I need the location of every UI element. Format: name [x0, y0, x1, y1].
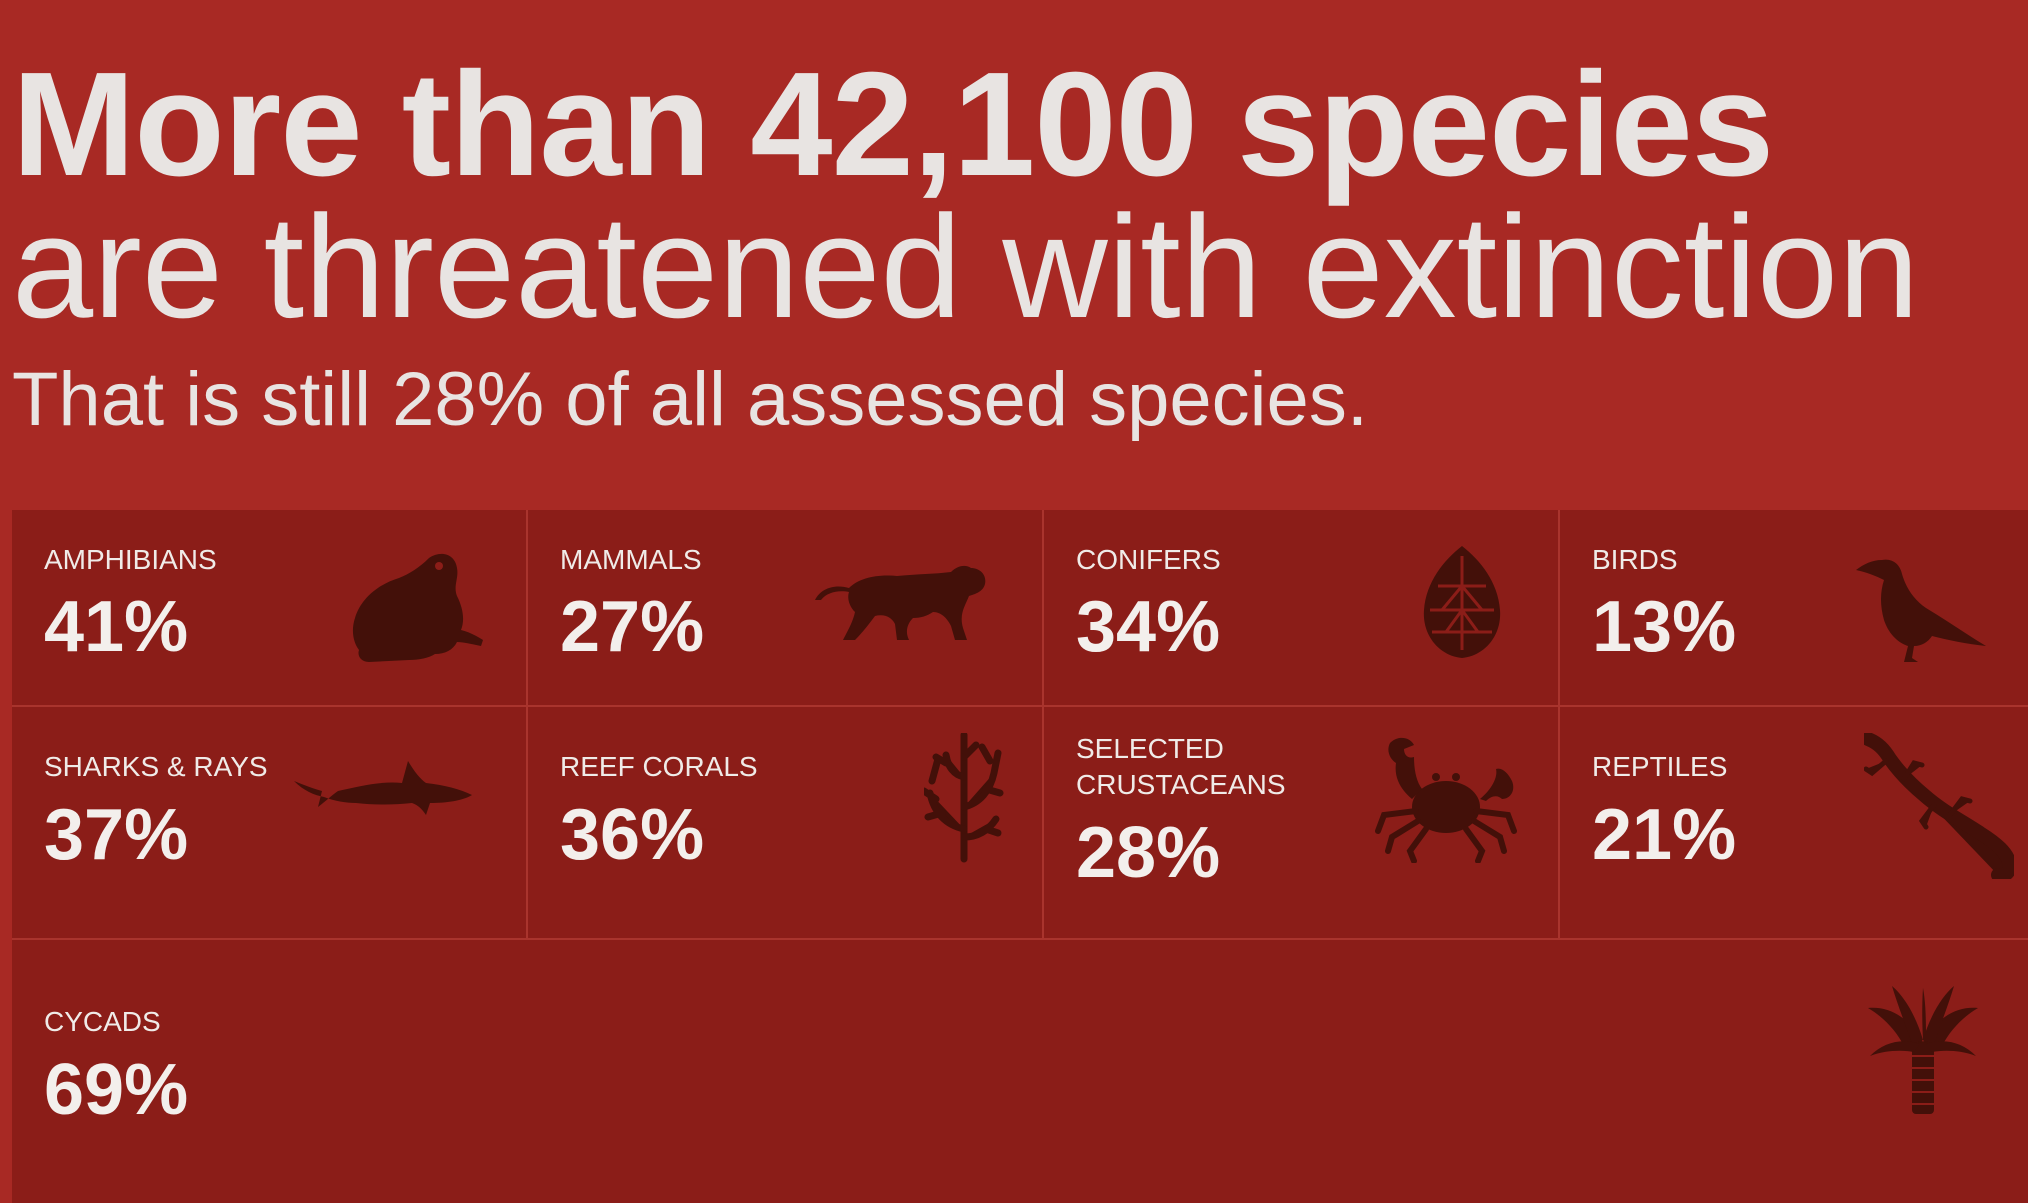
headline-regular: are threatened with extinction	[12, 185, 1920, 348]
coral-icon	[924, 733, 1004, 863]
headline: More than 42,100 species are threatened …	[12, 50, 1919, 342]
category-percent: 28%	[1076, 813, 1221, 893]
shark-icon	[294, 761, 474, 821]
tiger-icon	[813, 562, 989, 642]
grid-row: SHARKS & RAYS 37% REEF CORALS 36%	[12, 707, 2028, 940]
category-tile-conifers: CONIFERS 34%	[1044, 510, 1560, 705]
category-tile-amphibians: AMPHIBIANS 41%	[12, 510, 528, 705]
headline-bold: More than 42,100 species	[12, 42, 1774, 207]
category-percent: 36%	[560, 795, 705, 875]
lizard-icon	[1864, 733, 2014, 879]
category-label: MAMMALS	[560, 544, 702, 575]
crow-icon	[1856, 554, 1986, 664]
crab-icon	[1374, 733, 1518, 863]
category-tile-reef-corals: REEF CORALS 36%	[528, 707, 1044, 938]
grid-row: CYCADS 69%	[12, 940, 2028, 1203]
category-percent: 69%	[44, 1050, 189, 1130]
category-tile-birds: BIRDS 13%	[1560, 510, 2028, 705]
category-label: REPTILES	[1592, 751, 1728, 782]
category-label: AMPHIBIANS	[44, 544, 217, 575]
category-tile-reptiles: REPTILES 21%	[1560, 707, 2028, 938]
category-label: CYCADS	[44, 1006, 161, 1037]
category-percent: 13%	[1592, 587, 1737, 667]
category-tile-mammals: MAMMALS 27%	[528, 510, 1044, 705]
category-label: CONIFERS	[1076, 544, 1221, 575]
frog-icon	[349, 550, 485, 666]
species-grid: AMPHIBIANS 41% MAMMALS 27% CONIFERS 34%	[12, 510, 2028, 1203]
category-label: SHARKS & RAYS	[44, 751, 268, 782]
category-percent: 21%	[1592, 795, 1737, 875]
category-percent: 37%	[44, 795, 189, 875]
subtitle: That is still 28% of all assessed specie…	[12, 357, 1368, 442]
category-tile-cycads: CYCADS 69%	[12, 940, 2028, 1203]
category-label: BIRDS	[1592, 544, 1678, 575]
category-percent: 41%	[44, 587, 189, 667]
grid-row: AMPHIBIANS 41% MAMMALS 27% CONIFERS 34%	[12, 510, 2028, 707]
category-percent: 27%	[560, 587, 705, 667]
category-tile-sharks-rays: SHARKS & RAYS 37%	[12, 707, 528, 938]
palm-icon	[1868, 986, 1978, 1116]
category-label: REEF CORALS	[560, 751, 758, 782]
pine-cone-icon	[1422, 546, 1502, 658]
category-label: SELECTED CRUSTACEANS	[1076, 733, 1286, 800]
category-percent: 34%	[1076, 587, 1221, 667]
category-tile-selected-crustaceans: SELECTED CRUSTACEANS 28%	[1044, 707, 1560, 938]
